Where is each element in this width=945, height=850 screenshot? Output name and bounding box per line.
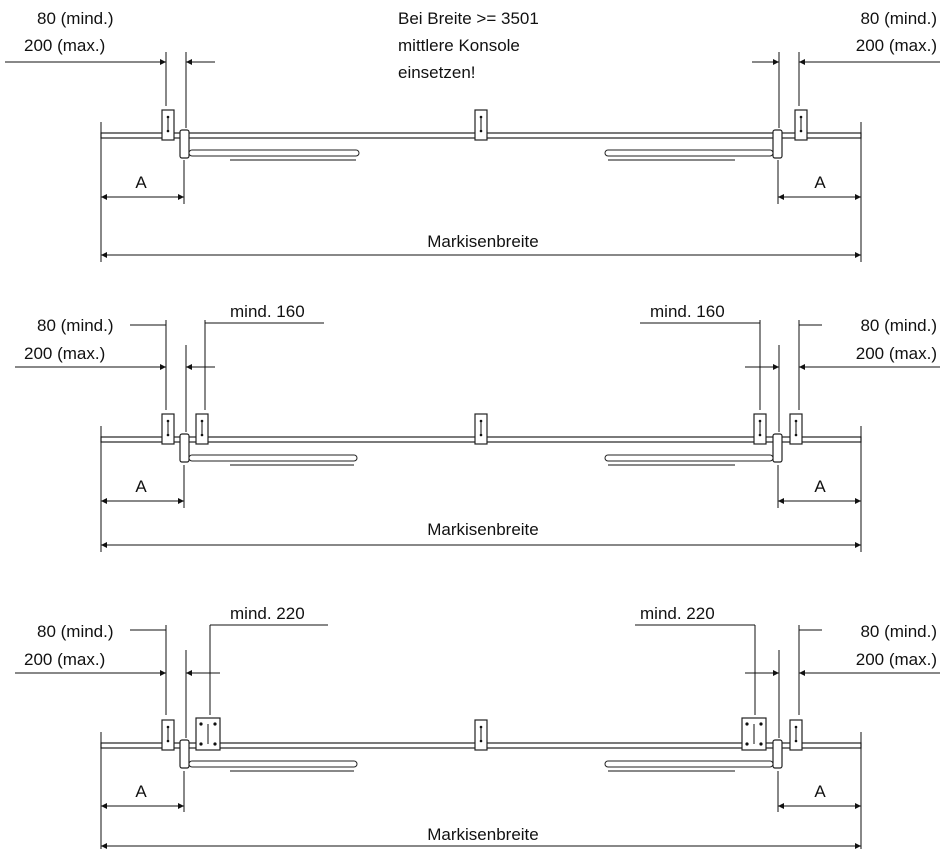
diagram-section-2: mind. 160 mind. 160 80 (mind.) 200 (max.… [15,302,940,552]
note-line-1: Bei Breite >= 3501 [398,9,539,28]
arm-pivot-left [179,739,190,769]
note-line-2: mittlere Konsole [398,36,520,55]
min-label-right: 80 (mind.) [860,9,937,28]
max-label-right: 200 (max.) [856,36,937,55]
dimension-a-left: A [135,477,147,496]
bracket-bolt [759,722,763,726]
dimension-a-left: A [135,782,147,801]
max-label-left: 200 (max.) [24,650,105,669]
folding-arm-right [604,454,774,462]
bracket-bolt [213,722,217,726]
arm-pivot-right [772,739,783,769]
max-label-right: 200 (max.) [856,650,937,669]
awning-width-label: Markisenbreite [427,232,539,251]
bracket-bolt [745,742,749,746]
bracket-bolt [745,722,749,726]
dimension-a-right: A [814,477,826,496]
arm-pivot-right [772,129,783,159]
min-spacing-label-left: mind. 160 [230,302,305,321]
max-label-left: 200 (max.) [24,36,105,55]
folding-arm-right [604,149,774,157]
min-spacing-label-right: mind. 160 [650,302,725,321]
folding-arm-left [188,149,360,157]
folding-arm-right [604,760,774,768]
diagram-section-1: 80 (mind.) 200 (max.) 80 (mind.) 200 (ma… [5,9,940,262]
min-label-left: 80 (mind.) [37,622,114,641]
bracket-bolt [213,742,217,746]
min-label-left: 80 (mind.) [37,316,114,335]
arm-pivot-right [772,433,783,463]
diagram-section-3: mind. 220 mind. 220 80 (mind.) 200 (max.… [15,604,940,849]
arm-pivot-left [179,129,190,159]
bracket-bolt [199,742,203,746]
note-line-3: einsetzen! [398,63,476,82]
min-spacing-label-right: mind. 220 [640,604,715,623]
max-label-left: 200 (max.) [24,344,105,363]
min-label-right: 80 (mind.) [860,622,937,641]
awning-width-label: Markisenbreite [427,825,539,844]
bracket-bolt [759,742,763,746]
min-label-right: 80 (mind.) [860,316,937,335]
min-spacing-label-left: mind. 220 [230,604,305,623]
min-label-left: 80 (mind.) [37,9,114,28]
folding-arm-left [188,454,358,462]
folding-arm-left [188,760,358,768]
dimension-a-right: A [814,782,826,801]
max-label-right: 200 (max.) [856,344,937,363]
awning-width-label: Markisenbreite [427,520,539,539]
dimension-a-left: A [135,173,147,192]
bracket-bolt [199,722,203,726]
dimension-a-right: A [814,173,826,192]
arm-pivot-left [179,433,190,463]
